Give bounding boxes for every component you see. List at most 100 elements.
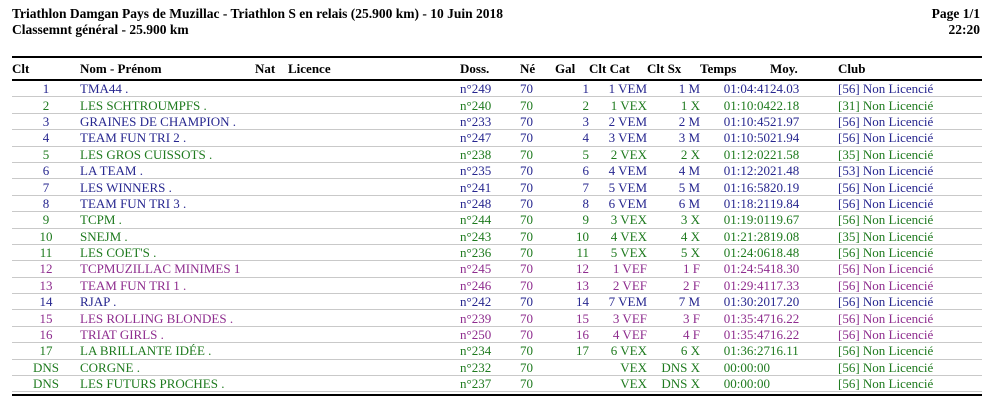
table-row: 6 LA TEAM . n°235 70 6 4 VEM 4 M 01:12:2… [12,162,982,179]
cell-ne: 70 [520,113,533,129]
cell-nat [255,130,288,146]
cell-temps: 01:10:04 [723,97,770,113]
cell-nom: CORGNE . [80,359,140,375]
cell-nat [255,195,288,211]
cell-gal: 14 [576,294,589,310]
cell-ne: 70 [520,97,533,113]
cell-licence [288,294,460,310]
cell-gal: 8 [582,195,590,211]
cell-ne: 70 [520,245,533,261]
cell-gal: 12 [576,261,589,277]
cell-club: [35] Non Licencié [838,228,934,244]
header-clt-cat: Clt Cat [589,60,630,76]
cell-clt-cat: 4 VEX [610,228,647,244]
cell-temps: 01:10:45 [723,113,770,129]
cell-temps: 01:12:20 [723,163,770,179]
cell-ne: 70 [520,261,533,277]
table-row: 14 RJAP . n°242 70 14 7 VEM 7 M 01:30:20… [12,294,982,310]
cell-clt: 3 [42,113,50,129]
table-row: 16 TRIAT GIRLS . n°250 70 16 4 VEF 4 F 0… [12,326,982,343]
cell-gal: 5 [582,146,590,162]
cell-ne: 70 [520,212,533,228]
cell-nom: LES COET'S . [80,245,157,261]
cell-clt: 14 [39,294,53,310]
cell-nom: LES FUTURS PROCHES . [80,376,225,392]
cell-clt: 6 [42,163,50,179]
cell-clt-sx: 5 X [680,245,700,261]
cell-ne: 70 [520,343,533,359]
cell-ne: 70 [520,310,533,326]
cell-clt-sx: 1 M [678,81,700,97]
cell-club: [56] Non Licencié [838,81,934,97]
cell-clt-cat: 6 VEX [610,343,647,359]
cell-licence [288,277,460,293]
cell-nat [255,277,288,293]
table-bottom-rule [12,394,982,397]
cell-clt-sx: 2 M [678,113,700,129]
cell-temps: 01:04:41 [723,81,770,97]
cell-clt-sx: 6 X [680,343,700,359]
cell-clt: 13 [39,277,53,293]
cell-temps: 01:30:20 [723,294,770,310]
page-number: Page 1/1 [931,6,980,21]
cell-club: [56] Non Licencié [838,212,934,228]
cell-nat [255,294,288,310]
table-row: 15 LES ROLLING BLONDES . n°239 70 15 3 V… [12,310,982,327]
cell-temps: 01:35:47 [723,327,770,343]
cell-nat [255,244,288,260]
cell-clt-sx: 6 M [678,195,700,211]
cell-clt-cat: 5 VEX [610,245,647,261]
table-row: 3 GRAINES DE CHAMPION . n°233 70 3 2 VEM… [12,113,982,130]
cell-gal: 4 [582,130,590,146]
cell-moy: 24.03 [770,81,800,97]
cell-doss: n°242 [460,294,492,310]
cell-licence [288,162,460,178]
cell-gal: 16 [576,327,589,343]
cell-club: [56] Non Licencié [838,261,934,277]
cell-temps: 01:24:06 [723,245,770,261]
cell-temps: 01:35:47 [723,310,770,326]
cell-nat [255,228,288,244]
cell-club: [56] Non Licencié [838,327,934,343]
cell-nat [255,359,288,375]
cell-clt-cat: 3 VEF [612,310,647,326]
header-club: Club [838,60,866,76]
cell-moy: 18.48 [770,245,800,261]
cell-moy: 18.30 [770,261,800,277]
cell-nat [255,80,288,97]
table-row: 2 LES SCHTROUMPFS . n°240 70 2 1 VEX 1 X… [12,97,982,114]
cell-doss: n°234 [460,343,492,359]
cell-clt: DNS [32,376,59,392]
table-row: 9 TCPM . n°244 70 9 3 VEX 3 X 01:19:01 1… [12,212,982,229]
cell-moy: 20.19 [770,179,800,195]
header-doss: Doss. [460,60,490,76]
cell-clt-cat: 4 VEF [612,327,647,343]
cell-doss: n°235 [460,163,492,179]
cell-clt: 4 [42,130,50,146]
cell-clt: 5 [42,146,50,162]
cell-nom: LA BRILLANTE IDÉE . [80,343,212,359]
cell-moy: 16.22 [770,327,800,343]
header-clt: Clt [12,60,30,76]
cell-doss: n°239 [460,310,492,326]
table-row: DNS LES FUTURS PROCHES . n°237 70 VEX DN… [12,376,982,392]
cell-doss: n°232 [460,359,492,375]
cell-ne: 70 [520,277,533,293]
meta-block: Page 1/1 22:20 [932,6,982,38]
cell-doss: n°244 [460,212,492,228]
cell-clt-cat: 2 VEX [610,146,647,162]
cell-doss: n°246 [460,277,492,293]
cell-clt-cat: VEX [620,376,647,392]
cell-ne: 70 [520,130,533,146]
cell-clt: 7 [42,179,50,195]
cell-ne: 70 [520,146,533,162]
cell-clt-cat: 3 VEM [608,130,647,146]
cell-clt-sx: 5 M [678,179,700,195]
header-temps: Temps [700,60,737,76]
cell-gal: 3 [582,113,590,129]
cell-nat [255,146,288,162]
cell-doss: n°248 [460,195,492,211]
cell-clt-sx: 3 M [678,130,700,146]
cell-doss: n°237 [460,376,492,392]
cell-nom: LES WINNERS . [80,179,172,195]
